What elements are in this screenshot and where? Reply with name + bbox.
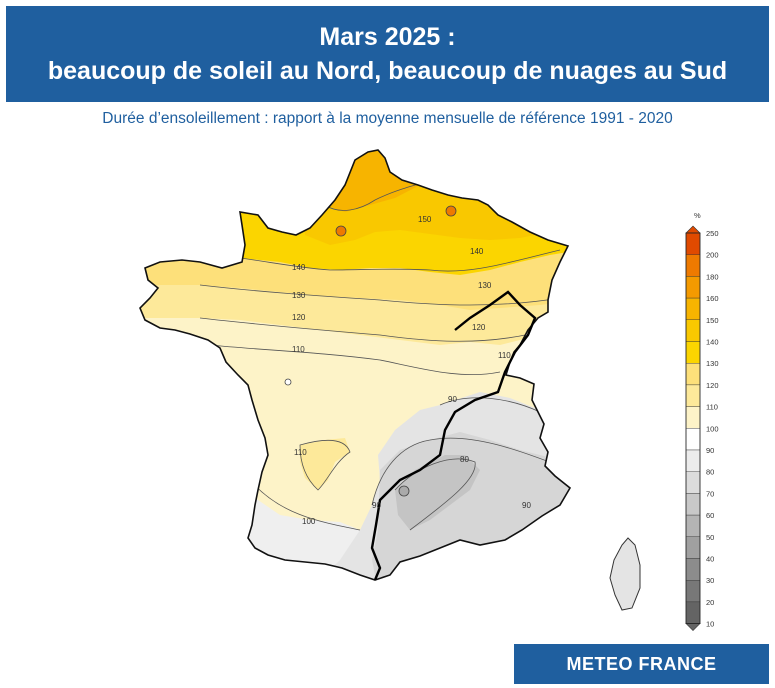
legend-tick-label: 90 xyxy=(706,446,714,455)
legend-tick-label: 70 xyxy=(706,489,714,498)
legend-tick-label: 100 xyxy=(706,424,719,433)
alps-massif-outline xyxy=(370,290,537,581)
legend-swatch xyxy=(685,514,701,537)
color-legend: % 250 200 180 160 150 140 130 120 110 100 90 80 70 60… xyxy=(685,211,719,632)
legend-swatch xyxy=(685,341,701,364)
legend-unit: % xyxy=(694,211,701,220)
legend-tick-label: 50 xyxy=(706,533,714,542)
legend-tick-label: 60 xyxy=(706,511,714,520)
legend-tick-label: 40 xyxy=(706,555,714,564)
legend-swatch xyxy=(685,319,701,342)
hotspot-marker xyxy=(445,205,457,217)
legend-arrow-up xyxy=(685,225,701,234)
legend-swatch xyxy=(685,449,701,472)
title-line-1: Mars 2025 : xyxy=(319,23,456,51)
legend-tick-label: 30 xyxy=(706,576,714,585)
meteo-france-logo: METEO FRANCE xyxy=(514,644,769,684)
contour-label-group: 150 140 140 130 130 120 120 110 110 110 … xyxy=(292,215,531,526)
contour-label: 80 xyxy=(460,455,469,464)
legend-swatch xyxy=(685,232,701,255)
contour-label: 150 xyxy=(418,215,432,224)
legend-tick-label: 150 xyxy=(706,316,719,325)
legend-tick-label: 130 xyxy=(706,359,719,368)
contour-label: 120 xyxy=(472,323,486,332)
legend-tick-label: 120 xyxy=(706,381,719,390)
legend-tick-label: 110 xyxy=(706,403,718,412)
legend-swatch xyxy=(685,297,701,321)
spot-marker xyxy=(284,378,292,386)
title-line-2: beaucoup de soleil au Nord, beaucoup de … xyxy=(47,57,728,85)
legend-swatch xyxy=(685,276,701,299)
subtitle: Durée d’ensoleillement : rapport à la mo… xyxy=(102,110,673,127)
legend-swatch xyxy=(685,580,701,603)
legend-tick-label: 80 xyxy=(706,468,714,477)
contour-label: 140 xyxy=(292,263,306,272)
legend-tick-label: 200 xyxy=(706,251,719,260)
legend-swatch xyxy=(685,406,701,429)
legend-tick-label: 180 xyxy=(706,272,719,281)
legend-swatch xyxy=(685,254,701,277)
legend-arrow-down xyxy=(685,623,701,632)
legend-tick-label: 20 xyxy=(706,598,714,607)
contour-label: 130 xyxy=(292,291,306,300)
legend-tick-label: 160 xyxy=(706,294,719,303)
legend-swatch xyxy=(685,536,701,559)
legend-swatch xyxy=(685,384,701,407)
legend-swatch xyxy=(685,601,701,624)
contour-label: 90 xyxy=(448,395,457,404)
contour-label: 110 xyxy=(292,345,305,354)
legend-tick-label: 140 xyxy=(706,338,719,347)
contour-label: 130 xyxy=(478,281,492,290)
contour-label: 120 xyxy=(292,313,306,322)
legend-swatch xyxy=(685,558,701,581)
legend-tick-label: 250 xyxy=(706,229,719,238)
spot-marker xyxy=(398,485,410,497)
contour-label: 100 xyxy=(302,517,316,526)
contour-label: 110 xyxy=(498,351,511,360)
contour-label: 110 xyxy=(294,448,307,457)
corsica xyxy=(609,537,641,611)
contour-label: 90 xyxy=(522,501,531,510)
title-banner: Mars 2025 : beaucoup de soleil au Nord, … xyxy=(6,6,769,102)
legend-swatch xyxy=(685,493,701,516)
legend-swatch xyxy=(685,471,701,494)
contour-label: 90 xyxy=(372,501,381,510)
hotspot-marker xyxy=(335,225,347,237)
legend-swatch xyxy=(685,363,701,386)
contour-label: 140 xyxy=(470,247,484,256)
legend-frame xyxy=(685,232,701,625)
legend-swatch xyxy=(685,428,701,451)
legend-tick-label: 10 xyxy=(706,620,714,629)
